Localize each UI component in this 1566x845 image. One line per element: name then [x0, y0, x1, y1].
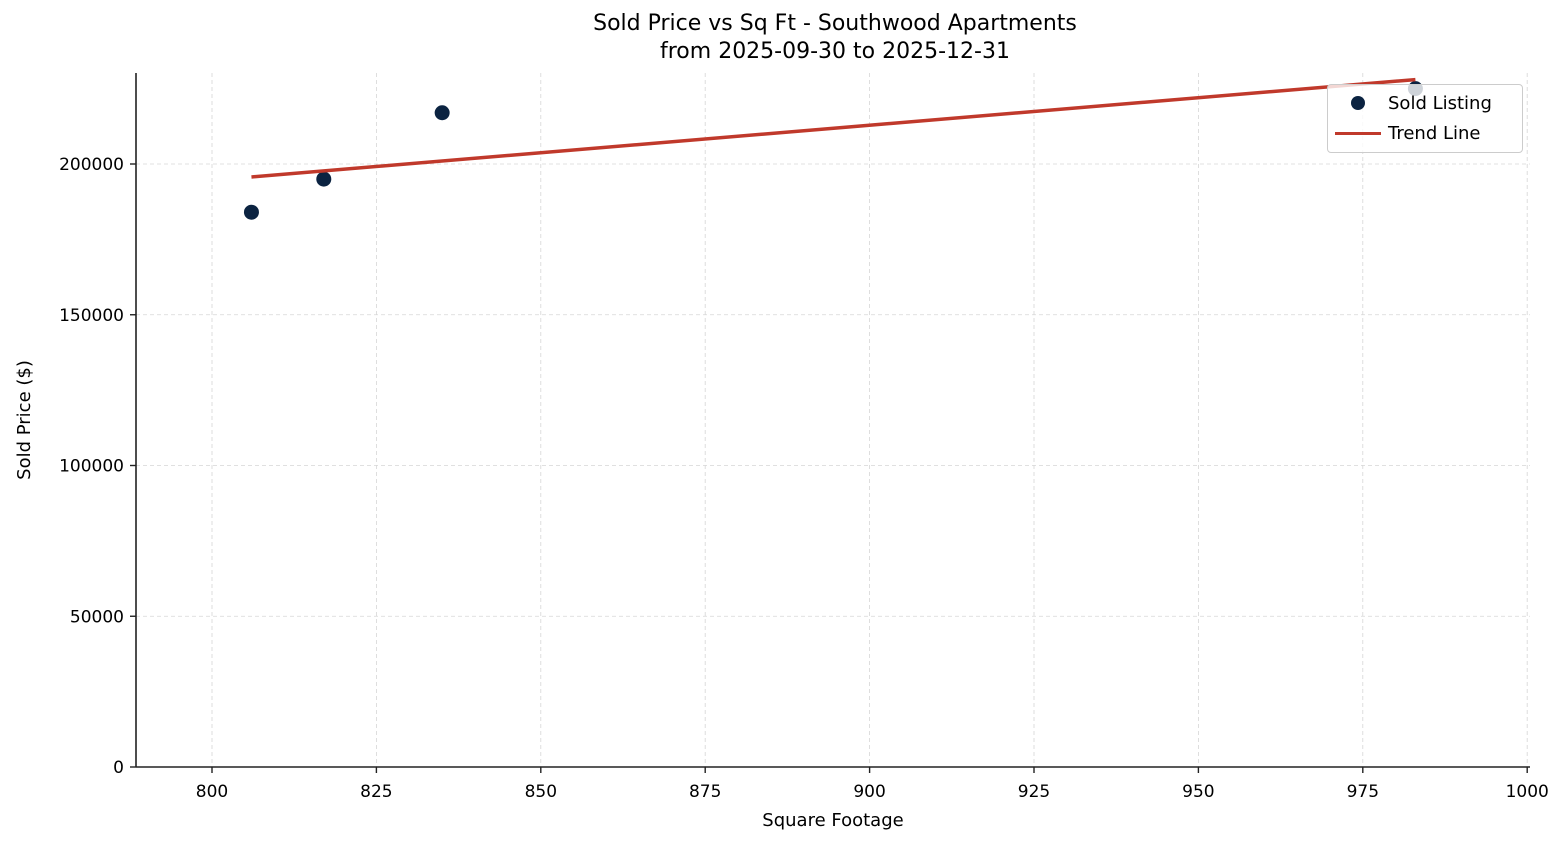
trend-line [251, 77, 1416, 179]
x-tick-label: 975 [1347, 782, 1379, 802]
line-marker-icon [1335, 131, 1381, 135]
legend-label: Trend Line [1388, 122, 1481, 144]
legend-item-trend-line: Trend Line [1328, 120, 1481, 146]
data-point [316, 171, 332, 187]
x-tick-label: 850 [525, 782, 557, 802]
y-tick-label: 200000 [59, 155, 124, 175]
x-tick-label: 825 [360, 782, 392, 802]
x-tick-label: 950 [1182, 782, 1214, 802]
x-tick-label: 925 [1018, 782, 1050, 802]
x-tick-label: 900 [853, 782, 885, 802]
chart-title-main: Sold Price vs Sq Ft - Southwood Apartmen… [593, 11, 1077, 36]
data-point [434, 105, 450, 121]
y-tick-label: 50000 [70, 607, 124, 627]
legend-item-sold-listing: Sold Listing [1328, 90, 1492, 116]
chart-subtitle: from 2025-09-30 to 2025-12-31 [660, 39, 1010, 64]
y-tick-label: 150000 [59, 306, 124, 326]
x-axis-label: Square Footage [762, 810, 903, 831]
x-tick-label: 1000 [1506, 782, 1549, 802]
y-tick-label: 0 [113, 758, 124, 778]
data-point [243, 204, 259, 220]
y-tick-label: 100000 [59, 457, 124, 477]
scatter-marker-icon [1351, 96, 1365, 110]
y-axis-label: Sold Price ($) [14, 360, 35, 480]
chart-title: Sold Price vs Sq Ft - Southwood Apartmen… [0, 10, 1566, 66]
legend: Sold Listing Trend Line [1327, 84, 1523, 153]
x-tick-label: 800 [196, 782, 228, 802]
legend-label: Sold Listing [1388, 92, 1492, 114]
x-tick-label: 875 [689, 782, 721, 802]
